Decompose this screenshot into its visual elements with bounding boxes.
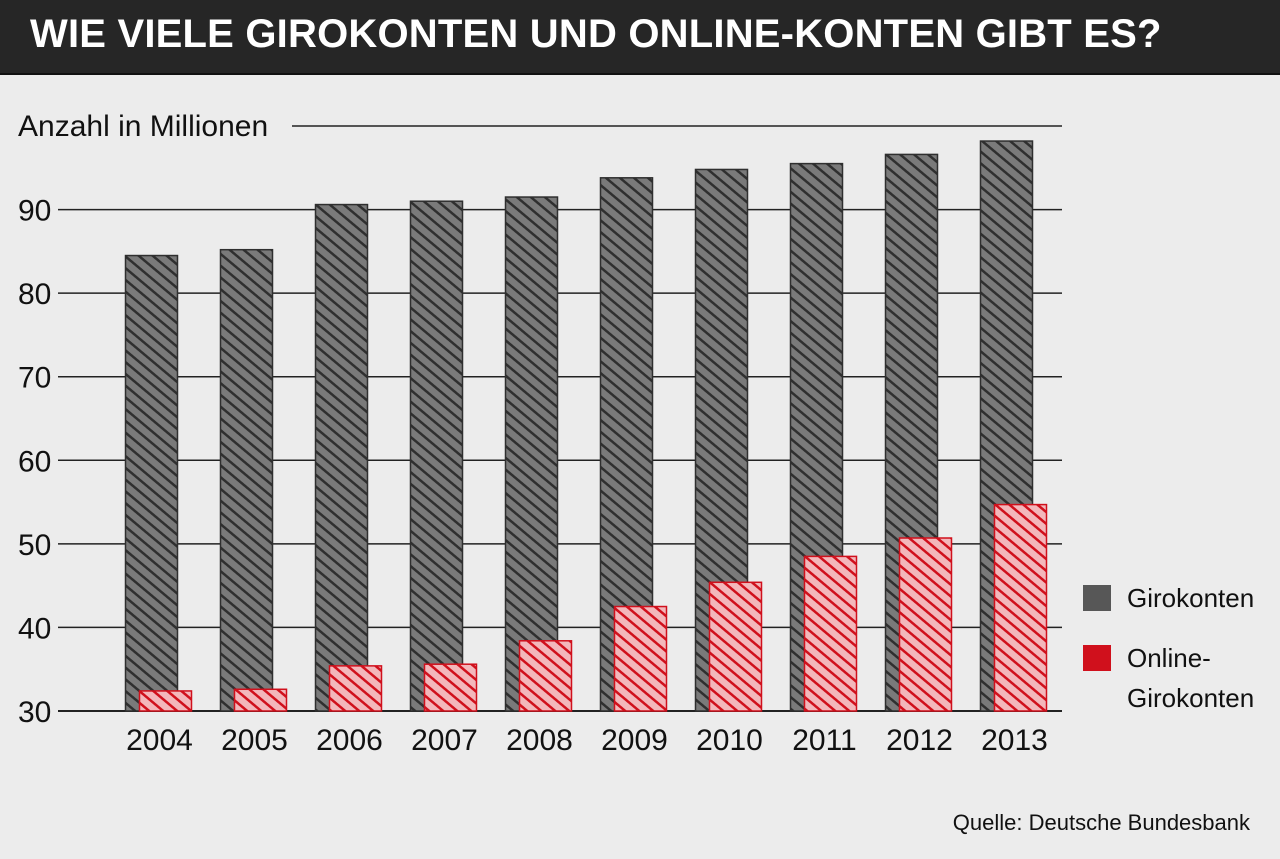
bar-girokonten-2007 [409,200,464,712]
x-tick-label-2008: 2008 [506,724,573,757]
x-tick-label-2009: 2009 [601,724,668,757]
bar-online-girokonten-2005 [233,688,288,712]
x-tick-label-2006: 2006 [316,724,383,757]
legend-swatch-online-girokonten [1083,645,1111,671]
legend-swatch-girokonten [1083,585,1111,611]
axis-labels: 30 40 50 60 70 80 90 2004 2005 2006 2007 2008 2009 20… [18,195,1048,757]
x-tick-label-2011: 2011 [792,724,857,757]
x-tick-label-2010: 2010 [696,724,763,757]
bar-online-girokonten-2013 [993,503,1048,712]
x-tick-label-2005: 2005 [221,724,288,757]
y-tick-label-60: 60 [18,445,51,478]
bar-girokonten-2004 [124,254,179,712]
y-tick-label-90: 90 [18,195,51,228]
x-tick-label-2007: 2007 [411,724,478,757]
y-tick-label-50: 50 [18,529,51,562]
bar-online-girokonten-2011 [803,555,858,712]
bar-online-girokonten-2008 [518,640,573,712]
chart-title: WIE VIELE GIROKONTEN UND ONLINE-KONTEN G… [30,12,1162,56]
x-tick-label-2004: 2004 [126,724,193,757]
x-tick-label-2013: 2013 [981,724,1048,757]
y-tick-label-30: 30 [18,696,51,729]
legend-label-online-girokonten: Online-Girokonten [1127,643,1254,713]
bar-online-girokonten-2009 [613,605,668,712]
bar-girokonten-2008 [504,196,559,712]
bar-online-girokonten-2004 [138,690,193,712]
bar-online-girokonten-2007 [423,663,478,712]
bar-girokonten-2005 [219,248,274,712]
title-bar: WIE VIELE GIROKONTEN UND ONLINE-KONTEN G… [0,0,1280,75]
source-note: Quelle: Deutsche Bundesbank [952,810,1250,835]
bar-girokonten-2006 [314,203,369,712]
y-tick-label-80: 80 [18,278,51,311]
legend: Girokonten Online-Girokonten [1083,583,1254,713]
y-tick-label-70: 70 [18,362,51,395]
y-tick-label-40: 40 [18,612,51,645]
bar-online-girokonten-2012 [898,537,953,712]
y-axis-title: Anzahl in Millionen [18,110,268,143]
x-tick-label-2012: 2012 [886,724,953,757]
bar-online-girokonten-2006 [328,665,383,712]
bars [124,140,1048,712]
bar-online-girokonten-2010 [708,581,763,712]
legend-label-girokonten: Girokonten [1127,583,1254,613]
